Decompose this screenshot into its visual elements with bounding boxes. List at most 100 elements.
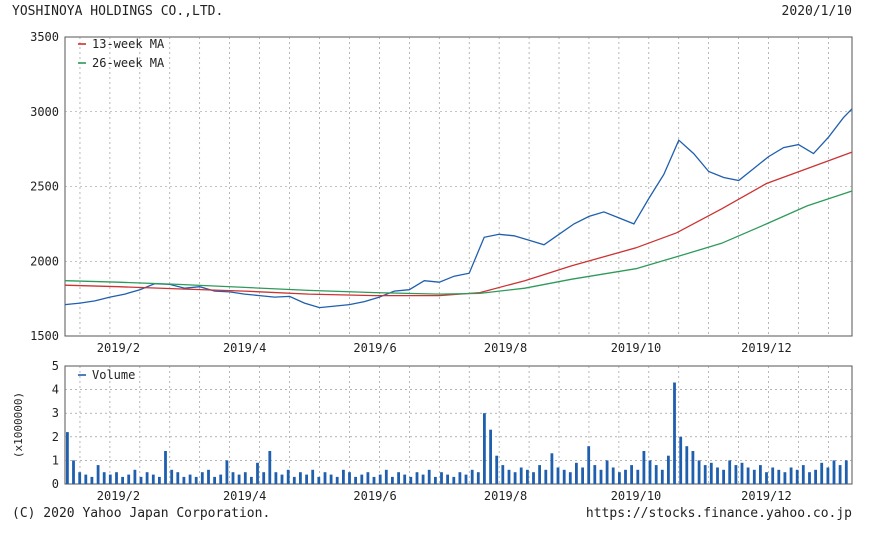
volume-bar (329, 474, 333, 484)
price-xtick-label: 2019/2 (97, 341, 140, 355)
volume-bar (532, 472, 535, 484)
price-ytick-label: 1500 (30, 329, 59, 343)
volume-xtick-label: 2019/10 (611, 489, 662, 503)
volume-bar (808, 472, 811, 484)
volume-bar (752, 469, 756, 484)
legend-label: 13-week MA (92, 37, 165, 51)
volume-bar (777, 469, 781, 484)
volume-bar (814, 469, 817, 484)
volume-bar (728, 460, 732, 484)
price-xtick-label: 2019/12 (741, 341, 792, 355)
volume-bar (458, 472, 462, 484)
volume-bar (108, 474, 112, 484)
volume-bar (207, 469, 210, 484)
volume-bar (538, 465, 541, 484)
volume-bar (832, 460, 836, 484)
volume-bar (550, 453, 554, 484)
volume-bar (636, 469, 640, 484)
volume-ytick-label: 2 (52, 430, 59, 444)
price-plot-area (64, 36, 853, 337)
volume-bar (121, 476, 124, 484)
volume-bar (391, 476, 394, 484)
volume-bar (648, 460, 652, 484)
volume-bar (495, 455, 499, 484)
volume-plot-area (64, 365, 853, 485)
volume-bar (789, 467, 793, 484)
volume-bar (415, 472, 419, 484)
volume-bar (513, 472, 517, 484)
volume-bar (667, 455, 670, 484)
volume-bar (630, 465, 633, 484)
volume-bar (771, 467, 775, 484)
volume-bar (446, 474, 449, 484)
volume-bar (685, 446, 689, 484)
price-ytick-label: 2000 (30, 254, 59, 268)
chart-date: 2020/1/10 (781, 4, 852, 19)
volume-bar (237, 474, 241, 484)
volume-bar (323, 472, 327, 484)
price-line (64, 108, 853, 309)
source-url[interactable]: https://stocks.finance.yahoo.co.jp (585, 506, 852, 521)
volume-bar (170, 469, 174, 484)
volume-bar (409, 476, 413, 484)
ma13-line (64, 151, 853, 297)
volume-bar (501, 465, 505, 484)
volume-bar (642, 451, 646, 484)
volume-bar (587, 446, 591, 484)
volume-bar (605, 460, 609, 484)
volume-bar (624, 469, 627, 484)
volume-bar (734, 465, 738, 484)
volume-bar (575, 462, 578, 484)
volume-bar (599, 469, 603, 484)
volume-bar (96, 465, 100, 484)
volume-bar (464, 474, 468, 484)
volume-bar (826, 467, 830, 484)
price-xtick-label: 2019/8 (484, 341, 527, 355)
volume-ytick-label: 4 (52, 383, 59, 397)
volume-bar (72, 460, 75, 484)
volume-bar (200, 472, 204, 484)
volume-bar (593, 465, 597, 484)
company-name: YOSHINOYA HOLDINGS CO.,LTD. (12, 4, 224, 19)
volume-axis-label: (x1000000) (12, 392, 25, 458)
volume-bar (348, 472, 351, 484)
volume-bar (421, 474, 425, 484)
volume-bar (783, 472, 787, 484)
volume-bar (483, 413, 486, 484)
volume-bar (182, 476, 186, 484)
volume-bar (746, 467, 750, 484)
ma26-line (64, 190, 853, 295)
volume-bar (90, 476, 94, 484)
volume-bar (292, 476, 296, 484)
volume-ytick-label: 1 (52, 453, 59, 467)
volume-bar (618, 472, 621, 484)
volume-bar (476, 472, 480, 484)
volume-xtick-label: 2019/12 (741, 489, 792, 503)
volume-bar (526, 469, 529, 484)
volume-ytick-label: 0 (52, 477, 59, 491)
volume-bar (78, 472, 82, 484)
volume-bar (820, 462, 824, 484)
volume-bar (360, 474, 364, 484)
volume-bar (709, 462, 713, 484)
volume-bar (194, 476, 198, 484)
volume-xtick-label: 2019/6 (353, 489, 396, 503)
volume-bar (372, 476, 376, 484)
volume-bar (102, 472, 106, 484)
volume-bar (838, 465, 842, 484)
volume-xtick-label: 2019/8 (484, 489, 527, 503)
volume-bar (305, 474, 308, 484)
volume-bar (84, 474, 88, 484)
volume-bar (133, 469, 137, 484)
volume-bar (489, 429, 492, 484)
volume-bar (440, 472, 443, 484)
volume-bar (697, 460, 701, 484)
price-xtick-label: 2019/6 (353, 341, 396, 355)
volume-bar (434, 476, 437, 484)
volume-bar (256, 462, 259, 484)
volume-bar (317, 476, 321, 484)
volume-bar (795, 469, 799, 484)
volume-bar (470, 469, 474, 484)
volume-bar (544, 469, 548, 484)
